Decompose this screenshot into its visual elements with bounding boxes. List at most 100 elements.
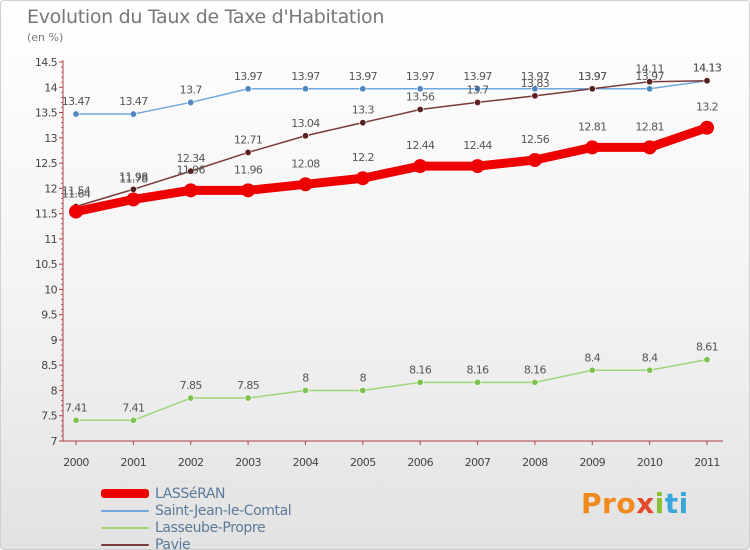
data-point	[129, 110, 137, 118]
series-line-0	[75, 123, 709, 216]
data-label: 13.04	[291, 117, 320, 130]
data-label: 7.85	[180, 379, 203, 392]
data-label: 8.4	[584, 351, 600, 364]
data-point	[359, 386, 367, 394]
data-point	[585, 140, 600, 155]
data-point	[69, 204, 83, 219]
data-point	[588, 85, 596, 93]
data-point	[474, 98, 482, 106]
logo-part-2: x	[636, 487, 655, 520]
y-tick-label: 9	[51, 334, 58, 347]
data-label: 13.97	[578, 70, 607, 83]
data-point	[416, 85, 424, 93]
data-point	[474, 85, 482, 93]
data-point	[355, 171, 370, 186]
data-point	[531, 378, 539, 386]
data-point	[703, 77, 711, 85]
data-label: 7.41	[65, 401, 87, 414]
data-point	[474, 378, 482, 386]
logo-part-3: i	[654, 487, 665, 520]
x-tick-label: 2006	[407, 456, 433, 469]
data-label: 13.3	[352, 104, 375, 117]
data-point	[301, 85, 309, 93]
data-point	[129, 416, 137, 424]
x-tick-label: 2002	[178, 456, 204, 469]
data-label: 14.11	[635, 63, 664, 76]
data-label: 8.16	[524, 363, 547, 376]
data-point	[187, 167, 195, 175]
data-point	[703, 356, 711, 364]
data-label: 12.44	[406, 139, 435, 152]
data-label: 8	[302, 371, 309, 384]
proxiti-logo: Proxiti	[581, 487, 689, 520]
data-point	[126, 192, 141, 207]
data-point	[244, 394, 252, 402]
data-point	[244, 148, 252, 156]
data-label: 12.08	[291, 157, 320, 170]
y-tick-label: 12.5	[35, 157, 58, 170]
data-point	[646, 85, 654, 93]
data-label: 13.97	[234, 70, 263, 83]
data-point	[359, 85, 367, 93]
series-line-1	[76, 79, 708, 115]
y-tick-label: 9.5	[41, 309, 57, 322]
legend-label: LASSéRAN	[155, 485, 226, 502]
data-label: 8.4	[642, 351, 658, 364]
y-tick-label: 10.5	[35, 258, 58, 271]
y-tick-label: 8.5	[41, 359, 57, 372]
legend-item: Pavie	[101, 536, 291, 549]
y-tick-label: 10	[44, 283, 57, 296]
data-label: 13.2	[696, 101, 718, 114]
data-point	[241, 183, 256, 198]
y-tick-label: 14.5	[35, 56, 58, 69]
data-label: 12.2	[352, 151, 374, 164]
data-point	[129, 185, 137, 193]
logo-part-1: Pro	[581, 487, 637, 520]
data-point	[301, 132, 309, 140]
legend-swatch	[101, 526, 149, 529]
x-tick-label: 2011	[694, 456, 720, 469]
data-label: 11.64	[62, 188, 91, 201]
data-label: 14.13	[693, 62, 722, 75]
data-label: 13.83	[521, 77, 550, 90]
x-tick-label: 2004	[293, 456, 319, 469]
data-point	[470, 159, 485, 174]
data-label: 13.47	[62, 95, 91, 108]
legend-item: LASSéRAN	[101, 485, 291, 502]
data-label: 8.16	[409, 363, 432, 376]
data-label: 12.56	[521, 133, 550, 146]
data-point	[187, 98, 195, 106]
data-label: 11.98	[119, 170, 148, 183]
data-point	[187, 394, 195, 402]
data-label: 11.78	[119, 172, 148, 185]
data-label: 13.97	[291, 70, 320, 83]
data-point	[531, 85, 539, 93]
data-label: 13.97	[349, 70, 378, 83]
legend-label: Saint-Jean-le-Comtal	[155, 502, 292, 519]
chart-title: Evolution du Taux de Taxe d'Habitation	[27, 6, 385, 28]
data-label: 13.47	[119, 95, 148, 108]
logo-part-4: ti	[664, 487, 689, 520]
y-tick-label: 7.5	[41, 410, 57, 423]
data-label: 8.61	[696, 341, 718, 354]
y-tick-label: 11.5	[35, 208, 58, 221]
data-label: 13.97	[635, 70, 664, 83]
y-tick-label: 11	[44, 233, 57, 246]
data-label: 13.97	[463, 70, 492, 83]
data-label: 12.81	[578, 120, 607, 133]
data-label: 8.16	[466, 363, 489, 376]
data-label: 12.81	[635, 120, 664, 133]
data-point	[642, 140, 657, 155]
legend-swatch	[101, 489, 149, 498]
x-tick-label: 2003	[235, 456, 261, 469]
y-tick-label: 12	[44, 182, 57, 195]
legend-label: Lasseube-Propre	[155, 519, 266, 536]
data-label: 12.71	[234, 133, 263, 146]
y-tick-label: 13.5	[35, 107, 58, 120]
data-label: 7.85	[237, 379, 260, 392]
data-label: 13.7	[180, 83, 203, 96]
legend-item: Lasseube-Propre	[101, 519, 291, 536]
x-tick-label: 2005	[350, 456, 376, 469]
data-point	[700, 120, 714, 135]
